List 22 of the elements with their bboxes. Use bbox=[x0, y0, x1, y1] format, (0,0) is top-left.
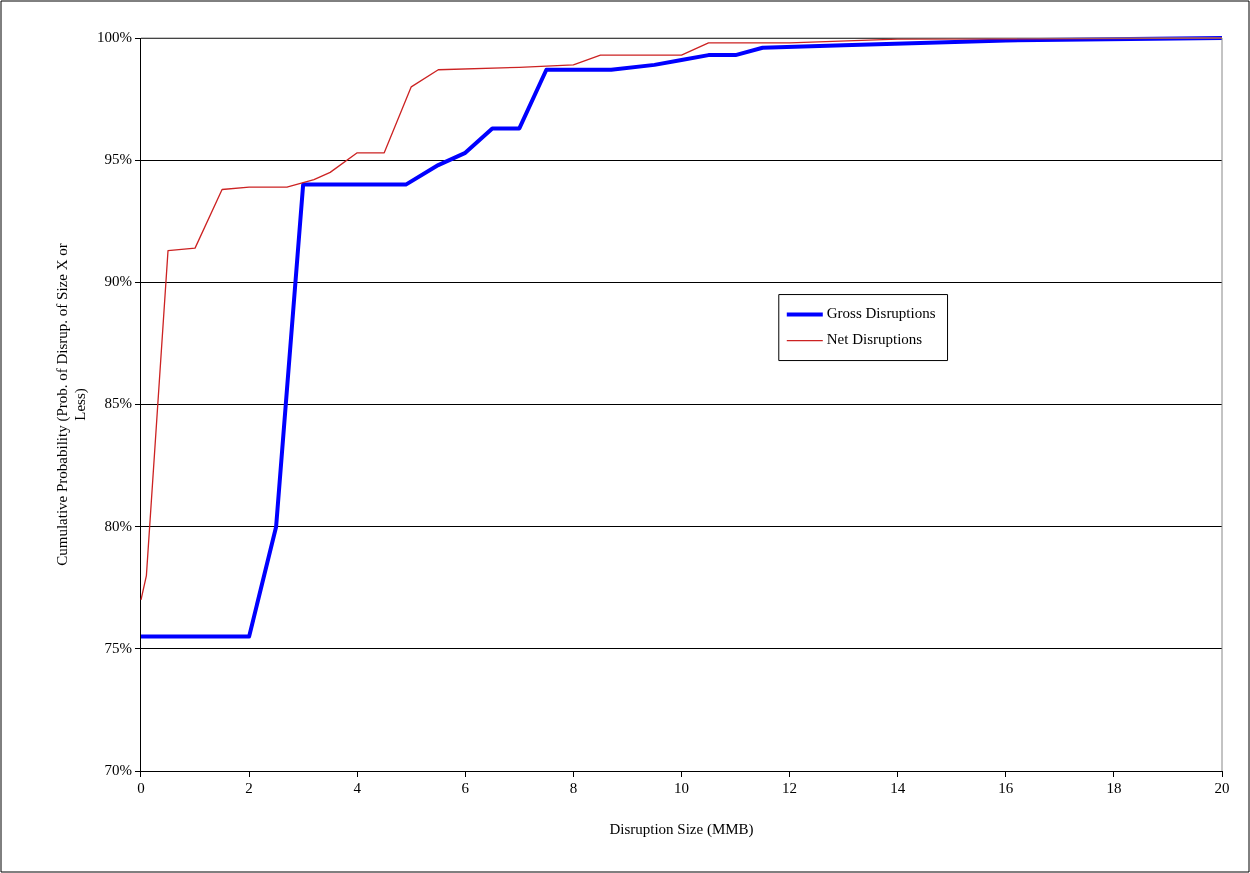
x-tick-label: 6 bbox=[461, 779, 470, 796]
y-tick-label: 80% bbox=[104, 517, 132, 534]
x-tick-label: 4 bbox=[353, 779, 362, 796]
y-axis-title: Cumulative Probability (Prob. of Disrup. of Size X or Less) bbox=[53, 243, 89, 566]
x-tick-label: 0 bbox=[137, 779, 145, 796]
x-tick-label: 16 bbox=[998, 779, 1014, 796]
x-tick-label: 14 bbox=[890, 779, 906, 796]
x-tick-label: 20 bbox=[1214, 779, 1230, 796]
x-axis-title: Disruption Size (MMB) bbox=[609, 820, 754, 838]
y-tick-label: 75% bbox=[104, 639, 132, 656]
legend-label: Gross Disruptions bbox=[826, 305, 936, 322]
x-tick-label: 10 bbox=[674, 779, 689, 796]
x-tick-label: 12 bbox=[782, 779, 798, 796]
y-tick-label: 90% bbox=[104, 273, 132, 290]
y-tick-label: 85% bbox=[104, 395, 132, 412]
x-tick-label: 8 bbox=[569, 779, 578, 796]
y-tick-label: 100% bbox=[97, 28, 132, 45]
x-tick-label: 2 bbox=[245, 779, 253, 796]
x-tick-label: 18 bbox=[1106, 779, 1122, 796]
legend-label: Net Disruptions bbox=[826, 331, 923, 348]
y-tick-label: 95% bbox=[104, 151, 132, 168]
y-tick-label: 70% bbox=[104, 761, 132, 778]
